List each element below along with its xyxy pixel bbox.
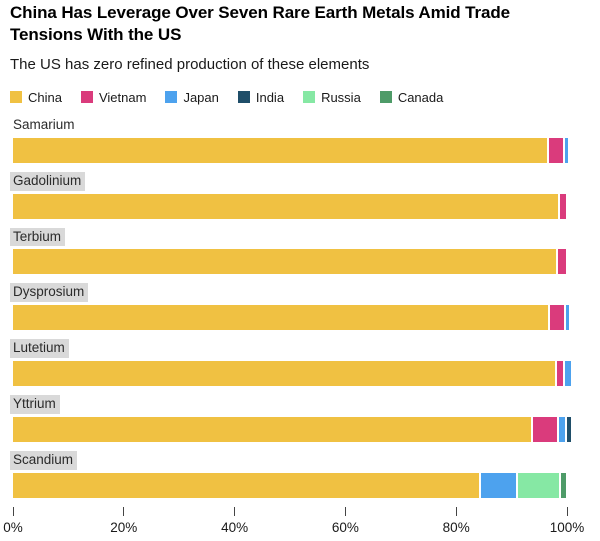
legend-swatch (10, 91, 22, 104)
stacked-bar (13, 472, 567, 498)
bar-segment-india (566, 416, 571, 442)
legend-swatch (303, 91, 316, 104)
legend-item-japan: Japan (165, 89, 219, 105)
tick-mark (12, 506, 14, 516)
metal-label: Samarium (13, 116, 75, 132)
legend-label: Japan (183, 89, 219, 105)
legend-item-canada: Canada (379, 89, 444, 105)
bar-row-gadolinium: Gadolinium (10, 171, 567, 219)
metal-label: Lutetium (10, 339, 69, 359)
chart-subtitle: The US has zero refined production of th… (10, 55, 370, 73)
legend-item-russia: Russia (303, 90, 361, 105)
tick-mark (123, 506, 125, 516)
bar-segment-japan (565, 361, 571, 387)
bar-segment-japan (565, 137, 569, 163)
tick-label: 60% (331, 519, 359, 535)
bar-row-samarium: Samarium (13, 116, 569, 163)
legend-label: Vietnam (98, 89, 147, 105)
bar-segment-china (13, 137, 547, 163)
tick-mark (566, 506, 568, 516)
tick-label: 40% (221, 519, 249, 535)
legend-swatch (379, 91, 392, 104)
legend-label: India (255, 89, 285, 105)
metal-label: Terbium (10, 227, 66, 247)
bar-segment-vietnam (532, 416, 558, 442)
legend-swatch (237, 91, 250, 104)
legend-item-china: China (10, 90, 62, 105)
bar-segment-vietnam (548, 137, 564, 163)
bar-segment-china (13, 249, 556, 275)
bar-segment-china (13, 193, 558, 219)
stacked-bar (13, 305, 569, 331)
legend-item-india: India (237, 89, 285, 105)
tick-label: 100% (549, 519, 585, 535)
bar-segment-canada (560, 472, 567, 498)
metal-label: Yttrium (10, 395, 60, 414)
bar-segment-china (13, 472, 480, 498)
stacked-bar (13, 416, 571, 442)
bar-segment-japan (481, 472, 517, 498)
bar-segment-russia (518, 472, 559, 498)
chart-rows: Samarium Gadolinium Terbium Dysprosium Lutet… (10, 116, 571, 498)
metal-label: Dysprosium (10, 283, 89, 303)
bar-segment-china (13, 305, 548, 331)
tick-label: 80% (442, 519, 470, 535)
bar-segment-vietnam (559, 193, 567, 219)
tick-label: 20% (110, 519, 138, 535)
bar-row-terbium: Terbium (10, 227, 567, 275)
bar-row-lutetium: Lutetium (10, 339, 571, 387)
legend-swatch (80, 91, 93, 104)
bar-segment-china (13, 416, 531, 442)
bar-segment-vietnam (549, 305, 564, 331)
stacked-bar (13, 249, 567, 275)
legend-label: Canada (397, 89, 444, 105)
tick-label: 0% (3, 519, 23, 535)
bar-segment-vietnam (557, 249, 567, 275)
stacked-bar (13, 193, 567, 219)
bar-segment-china (13, 361, 556, 387)
legend-label: China (28, 89, 62, 105)
legend: China Vietnam Japan India Russia Canada (10, 90, 590, 105)
stacked-bar (13, 361, 571, 387)
bar-segment-vietnam (557, 361, 564, 387)
legend-item-vietnam: Vietnam (80, 89, 147, 105)
chart-title: China Has Leverage Over Seven Rare Earth… (10, 3, 511, 45)
legend-swatch (165, 91, 178, 104)
tick-mark (455, 506, 457, 516)
x-axis: 0% 20% 40% 60% 80% 100% (3, 506, 584, 541)
bar-row-yttrium: Yttrium (10, 395, 571, 442)
metal-label: Scandium (10, 450, 78, 470)
tick-mark (344, 506, 346, 516)
bar-row-scandium: Scandium (10, 450, 567, 498)
tick-mark (234, 506, 236, 516)
metal-label: Gadolinium (10, 171, 86, 191)
stacked-bar (13, 137, 569, 163)
bar-row-dysprosium: Dysprosium (10, 283, 569, 331)
legend-label: Russia (321, 89, 361, 105)
bar-segment-japan (566, 305, 569, 331)
bar-segment-japan (559, 416, 565, 442)
